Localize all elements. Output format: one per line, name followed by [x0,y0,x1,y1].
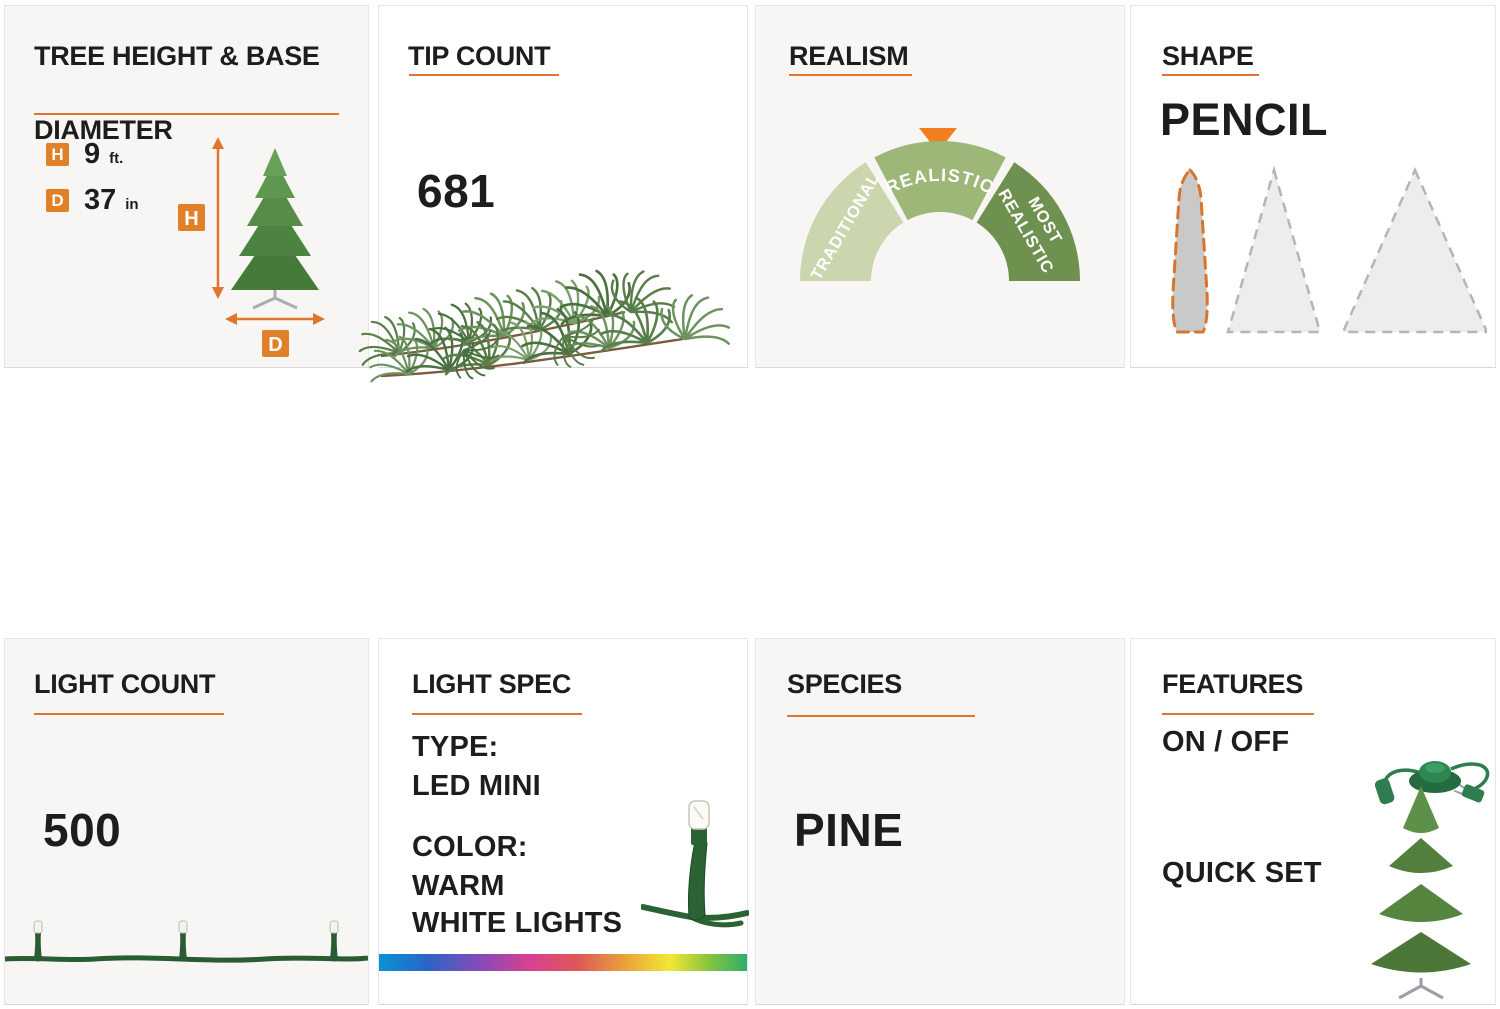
diameter-unit: in [125,196,139,213]
light-count-value: 500 [43,804,122,856]
bulb-2 [178,920,188,962]
bulb-3 [329,920,339,962]
height-arrowhead-top [212,137,224,149]
height-unit: ft. [109,150,124,167]
title-line-2: DIAMETER [34,115,173,145]
color-value-line2: WHITE LIGHTS [412,907,623,939]
light-string-icon [5,920,368,963]
card-title: SHAPE [1162,41,1254,71]
title-underline [787,715,975,717]
pine-branch-icon [352,266,730,388]
type-value: LED MINI [412,770,541,802]
shape-value: PENCIL [1160,94,1329,145]
card-features: FEATURES ON / OFF QUICK SET [1130,638,1496,1005]
diameter-value: 37 [84,184,117,216]
diameter-arrowhead-left [225,313,237,325]
quick-set-tree-sections-icon [1371,786,1471,1000]
card-light-count: LIGHT COUNT 500 [4,638,369,1005]
shape-options [1171,165,1487,334]
gauge-segment-realistic [874,141,1006,221]
diameter-arrowhead-right [313,313,325,325]
arrow-height-badge [178,204,205,231]
title-underline [34,113,339,115]
tip-count-value: 681 [417,165,496,217]
diameter-legend-row: D 37 in [46,184,139,217]
card-title: REALISM [789,41,909,71]
title-underline [34,713,224,715]
card-title: LIGHT COUNT [34,669,216,699]
title-underline [1162,74,1259,76]
arrow-height-badge-label: H [184,208,198,230]
tree-dimensions-illustration: H D [178,137,325,357]
gauge-segment-traditional [800,162,904,281]
title-underline [1162,713,1314,715]
rainbow-color-bar [379,954,747,971]
gauge-segment-most-realistic [976,162,1080,281]
card-tip-count: TIP COUNT 681 [352,5,748,388]
feature-on-off: ON / OFF [1162,726,1290,758]
arrow-diameter-badge-label: D [268,334,282,356]
full-triangle-shape-icon [1341,166,1487,334]
card-light-spec: LIGHT SPEC TYPE: LED MINI COLOR: WARM WH… [378,638,749,1005]
realism-gauge: TRADITIONAL REALISTIC MOST REALISTIC [800,128,1080,283]
title-underline [412,713,582,715]
pencil-shape-icon [1171,167,1209,334]
title-underline [409,74,559,76]
title-underline [789,74,912,76]
height-legend-row: H 9 ft. [46,138,123,171]
card-title: TIP COUNT [408,41,551,71]
card-title: TREE HEIGHT & BASE DIAMETER [34,38,320,149]
title-line-1: TREE HEIGHT & BASE [34,41,320,71]
needle-tufts [352,266,730,388]
color-value-line1: WARM [412,870,505,902]
foot-pedal-switch-icon [1374,761,1490,805]
feature-quick-set: QUICK SET [1162,857,1322,889]
color-label: COLOR: [412,831,528,863]
led-mini-bulb-icon [641,800,749,928]
card-realism: REALISM TRADITIONAL REALISTIC MOST REALI… [755,5,1125,368]
height-badge: H [46,143,69,166]
slim-triangle-shape-icon [1226,165,1322,334]
selection-pointer-icon [919,128,957,152]
species-value: PINE [794,804,904,856]
card-title: LIGHT SPEC [412,669,572,699]
card-height-diameter: TREE HEIGHT & BASE DIAMETER H 9 ft. D 37… [4,5,369,368]
christmas-tree-icon [231,148,319,310]
type-label: TYPE: [412,731,499,763]
height-value: 9 [84,138,101,170]
height-arrowhead-bottom [212,287,224,299]
card-species: SPECIES PINE [755,638,1125,1005]
card-title: SPECIES [787,669,902,699]
bulb-1 [33,920,43,962]
arrow-diameter-badge [262,330,289,357]
card-shape: SHAPE PENCIL [1130,5,1496,368]
diameter-badge: D [46,189,69,212]
card-title: FEATURES [1162,669,1304,699]
